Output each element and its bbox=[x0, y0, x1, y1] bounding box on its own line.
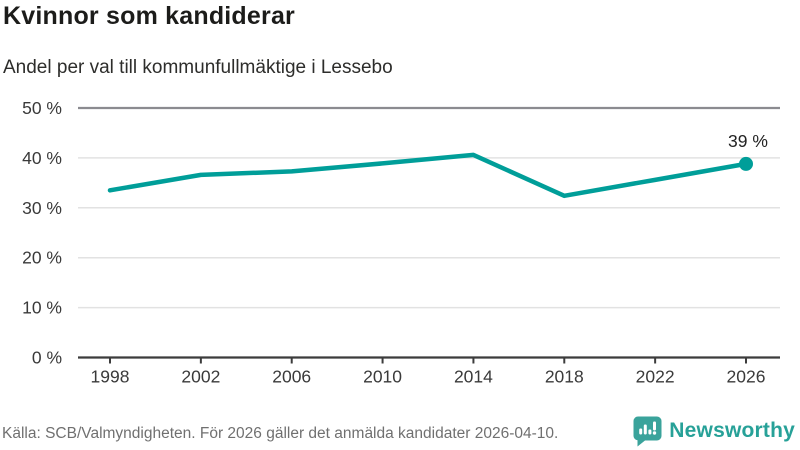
x-tick-label: 2010 bbox=[363, 367, 402, 387]
x-tick-label: 2022 bbox=[636, 367, 675, 387]
end-point-label: 39 % bbox=[728, 131, 768, 151]
chart-subtitle: Andel per val till kommunfullmäktige i L… bbox=[3, 57, 393, 78]
y-tick-label: 50 % bbox=[22, 98, 62, 118]
y-tick-label: 10 % bbox=[22, 298, 62, 318]
brand-name: Newsworthy bbox=[669, 419, 795, 442]
end-point-marker bbox=[739, 156, 753, 171]
y-tick-label: 20 % bbox=[22, 248, 62, 268]
logo-bubble-shape bbox=[633, 416, 662, 446]
y-tick-label: 0 % bbox=[32, 348, 62, 368]
data-line bbox=[107, 152, 749, 199]
y-tick-label: 30 % bbox=[22, 198, 62, 218]
chart-title: Kvinnor som kandiderar bbox=[3, 2, 295, 30]
x-tick-label: 1998 bbox=[91, 367, 130, 387]
newsworthy-logo-icon bbox=[633, 416, 662, 446]
logo-bars bbox=[639, 421, 657, 435]
x-tick-label: 2006 bbox=[272, 367, 311, 387]
x-tick-label: 2014 bbox=[454, 367, 493, 387]
y-tick-label: 40 % bbox=[22, 148, 62, 168]
x-tick-label: 2002 bbox=[181, 367, 220, 387]
x-tick-label: 2026 bbox=[727, 367, 766, 387]
x-tick-label: 2018 bbox=[545, 367, 584, 387]
source-note: Källa: SCB/Valmyndigheten. För 2026 gäll… bbox=[2, 425, 559, 442]
newsworthy-logo: Newsworthy bbox=[633, 415, 795, 447]
